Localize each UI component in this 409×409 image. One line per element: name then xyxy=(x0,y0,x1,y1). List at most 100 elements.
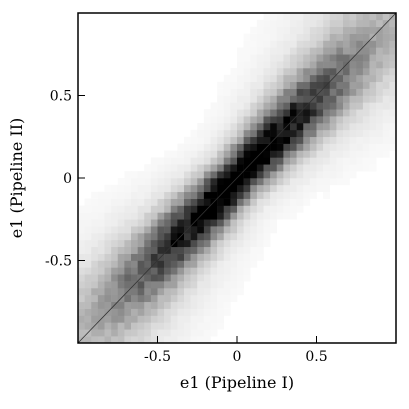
heatmap-cell xyxy=(137,171,145,179)
heatmap-cell xyxy=(203,178,211,186)
heatmap-cell xyxy=(336,178,344,186)
heatmap-cell xyxy=(389,123,397,131)
heatmap-cell xyxy=(263,13,271,21)
heatmap-cell xyxy=(309,136,317,144)
heatmap-cell xyxy=(170,164,178,172)
heatmap-cell xyxy=(296,47,304,55)
heatmap-cell xyxy=(104,239,112,248)
heatmap-cell xyxy=(170,294,178,303)
heatmap-cell xyxy=(157,233,165,241)
heatmap-cell xyxy=(290,178,297,186)
heatmap-cell xyxy=(117,281,125,289)
heatmap-cell xyxy=(78,233,85,241)
heatmap-cell xyxy=(243,267,251,275)
heatmap-cell xyxy=(256,226,264,234)
heatmap-cell xyxy=(376,81,384,89)
heatmap-cell xyxy=(250,68,258,76)
heatmap-cell xyxy=(217,212,225,220)
heatmap-cell xyxy=(316,102,324,110)
heatmap-cell xyxy=(303,54,311,62)
heatmap-cell xyxy=(270,198,278,206)
heatmap-cell xyxy=(217,129,225,138)
heatmap-cell xyxy=(329,178,337,186)
heatmap-cell xyxy=(84,294,92,303)
heatmap-cell xyxy=(316,40,324,48)
heatmap-cell xyxy=(362,54,370,62)
heatmap-cell xyxy=(164,288,172,296)
heatmap-cell xyxy=(389,143,397,151)
heatmap-cell xyxy=(250,171,258,179)
heatmap-cell xyxy=(150,164,158,172)
heatmap-cell xyxy=(237,136,244,144)
heatmap-cell xyxy=(104,219,112,227)
heatmap-cell xyxy=(170,246,178,254)
heatmap-cell xyxy=(217,178,225,186)
heatmap-cell xyxy=(316,19,324,28)
heatmap-cell xyxy=(237,88,244,96)
heatmap-cell xyxy=(263,54,271,62)
heatmap-cell xyxy=(250,74,258,83)
heatmap-cell xyxy=(362,81,370,89)
heatmap-cell xyxy=(237,95,244,103)
heatmap-cell xyxy=(250,136,258,144)
heatmap-cell xyxy=(157,301,165,309)
heatmap-cell xyxy=(389,33,397,41)
heatmap-cell xyxy=(137,184,145,193)
heatmap-cell xyxy=(223,81,231,89)
heatmap-cell xyxy=(177,226,185,234)
heatmap-cell xyxy=(230,239,238,248)
heatmap-cell xyxy=(97,191,105,199)
heatmap-cell xyxy=(283,88,291,96)
heatmap-cell xyxy=(117,212,125,220)
heatmap-cell xyxy=(104,253,112,261)
heatmap-cell xyxy=(230,267,238,275)
heatmap-cell xyxy=(78,294,85,303)
heatmap-cell xyxy=(389,47,397,55)
heatmap-cell xyxy=(217,143,225,151)
heatmap-cell xyxy=(124,184,132,193)
heatmap-cell xyxy=(203,109,211,117)
heatmap-cell xyxy=(210,212,218,220)
heatmap-cell xyxy=(203,246,211,254)
heatmap-cell xyxy=(184,336,191,344)
heatmap-cell xyxy=(270,164,278,172)
heatmap-cell xyxy=(382,68,390,76)
heatmap-cell xyxy=(177,191,185,199)
heatmap-cell xyxy=(84,205,92,213)
heatmap-cell xyxy=(356,136,364,144)
heatmap-cell xyxy=(150,315,158,323)
heatmap-cell xyxy=(177,322,185,330)
heatmap-cell xyxy=(91,274,99,282)
heatmap-cell xyxy=(336,123,344,131)
heatmap-cell xyxy=(283,136,291,144)
heatmap-cell xyxy=(111,322,119,330)
heatmap-cell xyxy=(144,184,152,193)
heatmap-cell xyxy=(329,88,337,96)
heatmap-cell xyxy=(210,267,218,275)
heatmap-cell xyxy=(124,336,132,344)
heatmap-cell xyxy=(197,143,205,151)
heatmap-cell xyxy=(164,315,172,323)
heatmap-cell xyxy=(243,233,251,241)
heatmap-cell xyxy=(144,281,152,289)
heatmap-cell xyxy=(382,150,390,158)
heatmap-cell xyxy=(256,239,264,248)
heatmap-cell xyxy=(124,274,132,282)
heatmap-cell xyxy=(203,198,211,206)
heatmap-cell xyxy=(124,329,132,337)
heatmap-cell xyxy=(144,301,152,309)
heatmap-cell xyxy=(349,171,357,179)
heatmap-cell xyxy=(137,198,145,206)
heatmap-cell xyxy=(316,68,324,76)
heatmap-cell xyxy=(190,267,198,275)
heatmap-cell xyxy=(230,260,238,268)
heatmap-cell xyxy=(243,109,251,117)
heatmap-cell xyxy=(210,109,218,117)
heatmap-cell xyxy=(164,336,172,344)
heatmap-cell xyxy=(256,164,264,172)
heatmap-cell xyxy=(78,226,85,234)
heatmap-cell xyxy=(197,246,205,254)
heatmap-cell xyxy=(97,301,105,309)
heatmap-cell xyxy=(97,281,105,289)
heatmap-cell xyxy=(157,294,165,303)
